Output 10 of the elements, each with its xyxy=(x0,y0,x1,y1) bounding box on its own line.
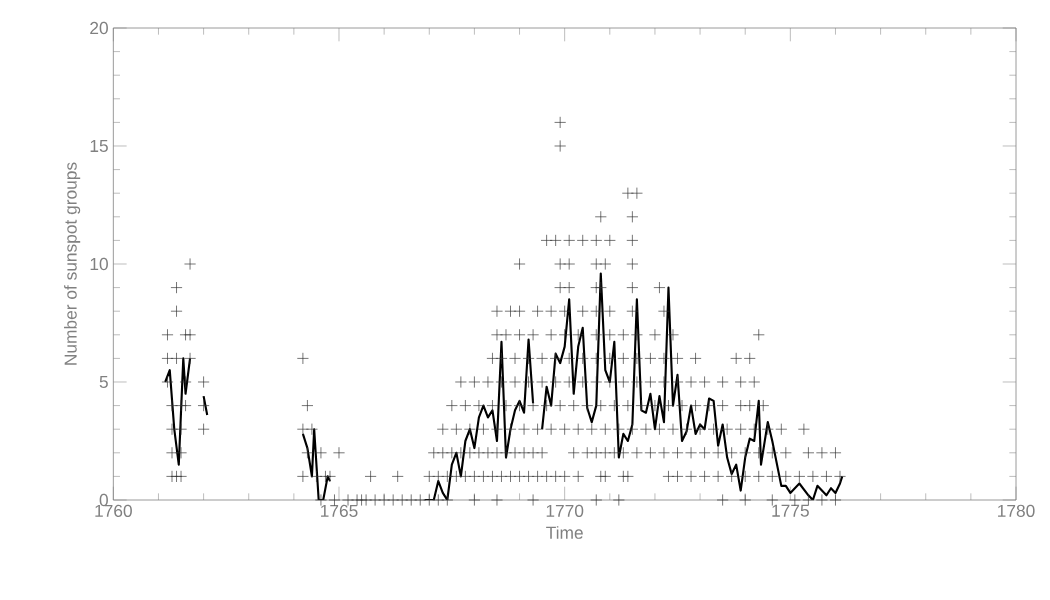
x-tick-label: 1770 xyxy=(546,504,584,517)
x-tick-label: 1775 xyxy=(772,504,809,517)
y-tick-label: 15 xyxy=(90,139,108,153)
x-axis-title: Time xyxy=(546,526,583,539)
y-tick-label: 10 xyxy=(90,257,108,271)
x-tick-label: 1765 xyxy=(321,504,358,517)
y-tick-label: 20 xyxy=(90,21,108,35)
y-axis-title: Number of sunspot groups xyxy=(64,162,81,365)
x-tick-label: 1780 xyxy=(998,504,1035,517)
y-tick-label: 5 xyxy=(99,375,108,389)
